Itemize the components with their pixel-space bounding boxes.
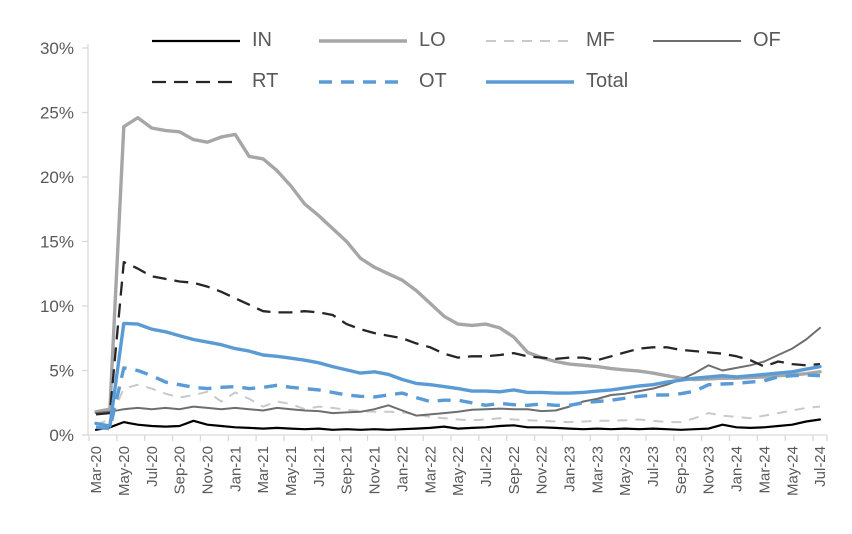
- legend-label: MF: [586, 29, 615, 51]
- x-axis-label: Sep-23: [673, 446, 690, 494]
- legend-item-IN: IN: [150, 29, 317, 52]
- x-axis-label: May-24: [784, 446, 801, 496]
- legend-row: IN LO MF OF: [150, 20, 818, 61]
- x-axis-label: Sep-22: [506, 446, 523, 494]
- legend-label: OF: [753, 29, 781, 51]
- legend-item-Total: Total: [484, 70, 651, 93]
- x-axis-label: Jul-24: [812, 446, 829, 487]
- legend-line-swatch-LO: [319, 38, 407, 43]
- x-axis-label: Jan-23: [561, 446, 578, 492]
- x-axis-label: Jan-21: [227, 446, 244, 492]
- y-axis-label: 30%: [40, 39, 74, 58]
- y-axis-label: 25%: [40, 103, 74, 122]
- x-axis-label: Jul-21: [311, 446, 328, 487]
- legend-line-swatch-IN: [152, 39, 240, 42]
- x-axis-label: Nov-22: [534, 446, 551, 494]
- x-axis-label: Nov-21: [367, 446, 384, 494]
- x-axis-label: Nov-23: [701, 446, 718, 494]
- legend-label: OT: [419, 70, 447, 92]
- series-line-MF: [95, 383, 821, 426]
- y-axis-label: 20%: [40, 168, 74, 187]
- legend-item-OF: OF: [651, 29, 818, 52]
- x-axis-label: Mar-21: [255, 446, 272, 494]
- y-axis-label: 10%: [40, 297, 74, 316]
- series-line-OF: [95, 326, 821, 417]
- y-axis-label: 0%: [49, 426, 74, 445]
- legend-line-swatch-RT: [152, 80, 240, 83]
- x-axis-label: May-23: [617, 446, 634, 496]
- legend-line-swatch-MF: [486, 39, 574, 42]
- legend-item-OT: OT: [317, 70, 484, 93]
- x-axis-label: Jul-23: [645, 446, 662, 487]
- x-axis-label: May-22: [450, 446, 467, 496]
- x-axis-label: Mar-23: [589, 446, 606, 494]
- legend-line-swatch-OF: [653, 39, 741, 42]
- legend-item-MF: MF: [484, 29, 651, 52]
- legend-row: RT OT Total: [150, 61, 818, 102]
- x-axis-label: May-20: [116, 446, 133, 496]
- x-axis-label: Sep-21: [339, 446, 356, 494]
- y-axis-label: 5%: [49, 361, 74, 380]
- x-axis-label: Nov-20: [199, 446, 216, 494]
- legend-item-RT: RT: [150, 70, 317, 93]
- chart-legend: IN LO MF OF RT OT Total: [150, 20, 818, 102]
- y-axis-label: 15%: [40, 232, 74, 251]
- x-axis-label: Jul-22: [478, 446, 495, 487]
- legend-label: IN: [252, 29, 272, 51]
- legend-label: LO: [419, 29, 446, 51]
- x-axis-label: May-21: [283, 446, 300, 496]
- series-line-LO: [94, 115, 822, 414]
- legend-line-swatch-Total: [486, 79, 574, 84]
- legend-label: Total: [586, 70, 629, 92]
- x-axis-label: Mar-24: [756, 446, 773, 494]
- series-line-RT: [95, 260, 821, 416]
- legend-line-swatch-OT: [319, 79, 407, 84]
- x-axis-label: Jan-24: [729, 446, 746, 492]
- x-axis-label: Jul-20: [144, 446, 161, 487]
- x-axis-label: Mar-22: [422, 446, 439, 494]
- series-line-IN: [94, 418, 822, 431]
- x-axis-label: Mar-20: [88, 446, 105, 494]
- x-axis-label: Jan-22: [394, 446, 411, 492]
- legend-item-LO: LO: [317, 29, 484, 52]
- legend-label: RT: [252, 70, 279, 92]
- series-line-Total: [94, 321, 822, 428]
- x-axis-label: Sep-20: [172, 446, 189, 494]
